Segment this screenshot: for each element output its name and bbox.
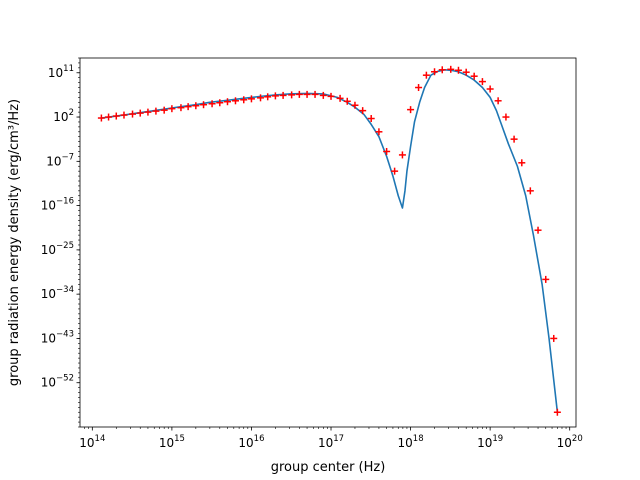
data-point-marker <box>327 92 335 100</box>
y-tick-label: 1011 <box>48 64 74 80</box>
data-point-marker <box>271 92 279 100</box>
data-point-marker <box>311 90 319 98</box>
series-layer <box>97 65 561 416</box>
x-axis-label: group center (Hz) <box>271 460 386 475</box>
data-point-marker <box>223 98 231 106</box>
x-tick-label: 1017 <box>318 434 344 450</box>
data-point-marker <box>264 93 272 101</box>
data-point-marker <box>526 187 534 195</box>
data-point-marker <box>303 90 311 98</box>
data-point-marker <box>279 91 287 99</box>
x-tick-label: 1014 <box>79 434 105 450</box>
data-point-marker <box>168 105 176 113</box>
data-point-marker <box>542 275 550 283</box>
y-tick-label: 10−52 <box>41 374 74 390</box>
y-tick-label: 10−43 <box>41 329 74 345</box>
data-point-marker <box>422 71 430 79</box>
y-tick-label: 10−16 <box>41 197 74 213</box>
data-point-marker <box>231 97 239 105</box>
data-point-marker <box>192 102 200 110</box>
data-point-marker <box>257 94 265 102</box>
data-point-marker <box>216 99 224 107</box>
data-point-marker <box>120 111 128 119</box>
data-point-marker <box>407 106 415 114</box>
data-point-marker <box>447 65 455 73</box>
x-tick-label: 1016 <box>238 434 264 450</box>
y-axis-label: group radiation energy density (erg/cm³/… <box>7 99 22 386</box>
plot-frame <box>79 57 577 428</box>
data-point-marker <box>375 128 383 136</box>
x-tick-label: 1019 <box>477 434 503 450</box>
x-tick-label: 1020 <box>557 434 583 450</box>
data-point-marker <box>454 66 462 74</box>
data-point-marker <box>502 113 510 121</box>
data-point-marker <box>160 106 168 114</box>
data-point-marker <box>97 114 105 122</box>
data-point-marker <box>431 68 439 76</box>
data-point-marker <box>152 107 160 115</box>
data-point-marker <box>177 104 185 112</box>
data-point-marker <box>367 115 375 123</box>
data-point-marker <box>343 97 351 105</box>
y-tick-label: 10−34 <box>41 285 74 301</box>
data-point-marker <box>105 113 113 121</box>
data-point-marker <box>550 334 558 342</box>
data-point-marker <box>112 112 120 120</box>
data-point-marker <box>478 78 486 86</box>
y-tick-label: 10−25 <box>41 241 74 257</box>
data-point-marker <box>553 408 561 416</box>
data-point-marker <box>383 147 391 155</box>
x-tick-label: 1018 <box>398 434 424 450</box>
data-point-marker <box>518 159 526 167</box>
data-point-marker <box>462 68 470 76</box>
data-point-marker <box>415 84 423 92</box>
data-point-marker <box>144 108 152 116</box>
data-point-marker <box>208 100 216 108</box>
data-point-marker <box>351 101 359 109</box>
data-point-marker <box>486 85 494 93</box>
data-point-marker <box>438 66 446 74</box>
plot-area <box>80 58 576 427</box>
data-point-marker <box>494 97 502 105</box>
data-point-marker <box>319 91 327 99</box>
data-point-marker <box>359 107 367 115</box>
data-point-marker <box>136 109 144 117</box>
x-tick-label: 1015 <box>159 434 185 450</box>
data-point-marker <box>510 135 518 143</box>
data-point-marker <box>200 101 208 109</box>
data-point-marker <box>129 110 137 118</box>
data-point-marker <box>391 167 399 175</box>
data-point-marker <box>247 95 255 103</box>
data-point-marker <box>184 103 192 111</box>
data-point-marker <box>240 96 248 104</box>
y-tick-label: 102 <box>53 108 74 124</box>
data-point-marker <box>288 91 296 99</box>
data-point-marker <box>534 226 542 234</box>
data-point-marker <box>398 151 406 159</box>
y-tick-label: 10−7 <box>46 152 74 168</box>
data-point-marker <box>470 72 478 80</box>
data-point-marker <box>295 90 303 98</box>
data-point-marker <box>336 94 344 102</box>
